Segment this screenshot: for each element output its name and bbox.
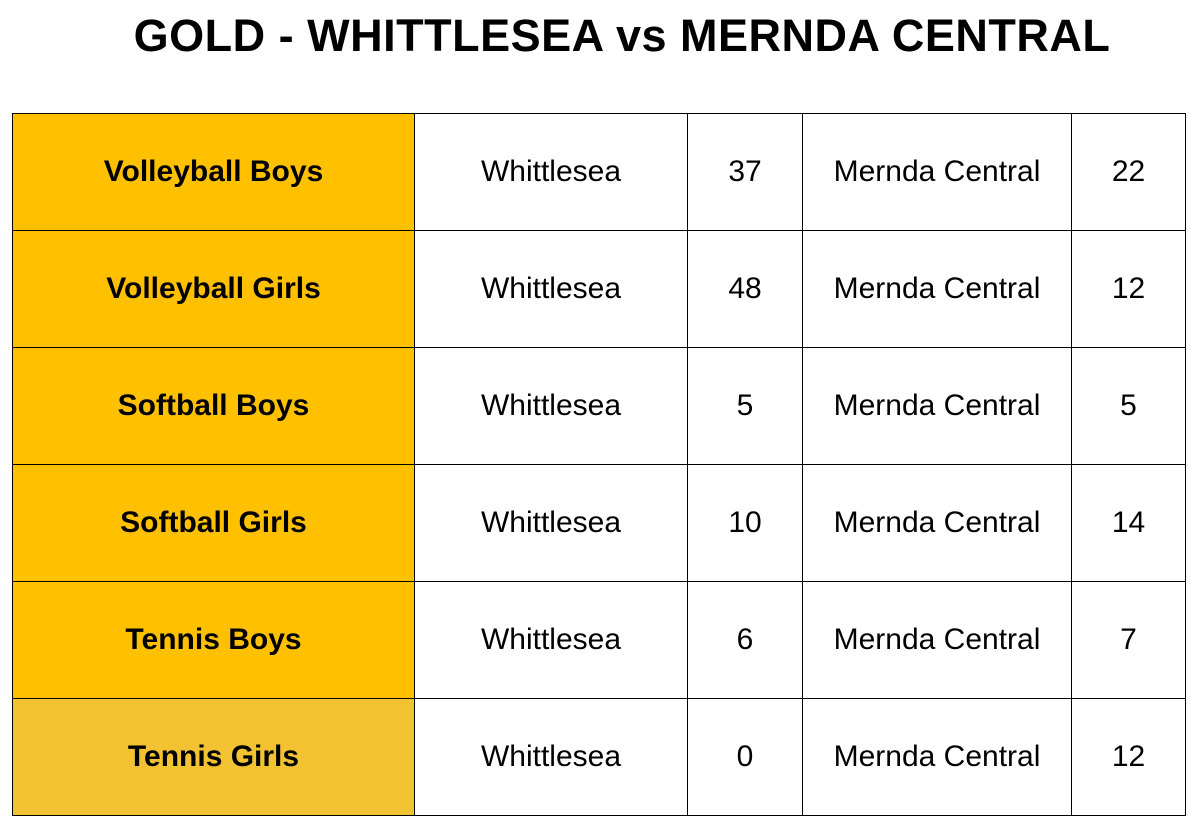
- home-score: 10: [687, 464, 803, 582]
- table-row: Softball Boys Whittlesea 5 Mernda Central 5: [12, 347, 1186, 465]
- away-team: Mernda Central: [802, 230, 1072, 348]
- home-team: Whittlesea: [414, 113, 688, 231]
- sport: Softball Boys: [12, 347, 415, 465]
- away-score: 14: [1071, 464, 1186, 582]
- home-score: 37: [687, 113, 803, 231]
- home-team: Whittlesea: [414, 230, 688, 348]
- away-score: 5: [1071, 347, 1186, 465]
- sport: Volleyball Girls: [12, 230, 415, 348]
- table-row: Volleyball Girls Whittlesea 48 Mernda Centr…: [12, 230, 1186, 348]
- away-team: Mernda Central: [802, 464, 1072, 582]
- table-row: Volleyball Boys Whittlesea 37 Mernda Centra…: [12, 113, 1186, 231]
- table-row: Tennis Girls Whittlesea 0 Mernda Central 12: [12, 698, 1186, 816]
- title: GOLD - WHITTLESEA vs MERNDA CENTRAL: [133, 10, 1111, 61]
- sport: Tennis Girls: [12, 698, 415, 816]
- home-score: 0: [687, 698, 803, 816]
- home-team: Whittlesea: [414, 698, 688, 816]
- away-team: Mernda Central: [802, 581, 1072, 699]
- results-table: Volleyball Boys Whittlesea 37 Mernda Centra…: [12, 113, 1186, 816]
- home-team: Whittlesea: [414, 581, 688, 699]
- home-team: Whittlesea: [414, 464, 688, 582]
- home-score: 48: [687, 230, 803, 348]
- sport: Tennis Boys: [12, 581, 415, 699]
- table-row: Softball Girls Whittlesea 10 Mernda Central…: [12, 464, 1186, 582]
- away-score: 12: [1071, 698, 1186, 816]
- away-score: 22: [1071, 113, 1186, 231]
- sport: Softball Girls: [12, 464, 415, 582]
- away-team: Mernda Central: [802, 113, 1072, 231]
- table-row: Tennis Boys Whittlesea 6 Mernda Central 7: [12, 581, 1186, 699]
- table-body: Volleyball Boys Whittlesea 37 Mernda Centra…: [12, 113, 1186, 816]
- away-team: Mernda Central: [802, 347, 1072, 465]
- away-team: Mernda Central: [802, 698, 1072, 816]
- home-score: 6: [687, 581, 803, 699]
- home-score: 5: [687, 347, 803, 465]
- sport: Volleyball Boys: [12, 113, 415, 231]
- away-score: 7: [1071, 581, 1186, 699]
- away-score: 12: [1071, 230, 1186, 348]
- home-team: Whittlesea: [414, 347, 688, 465]
